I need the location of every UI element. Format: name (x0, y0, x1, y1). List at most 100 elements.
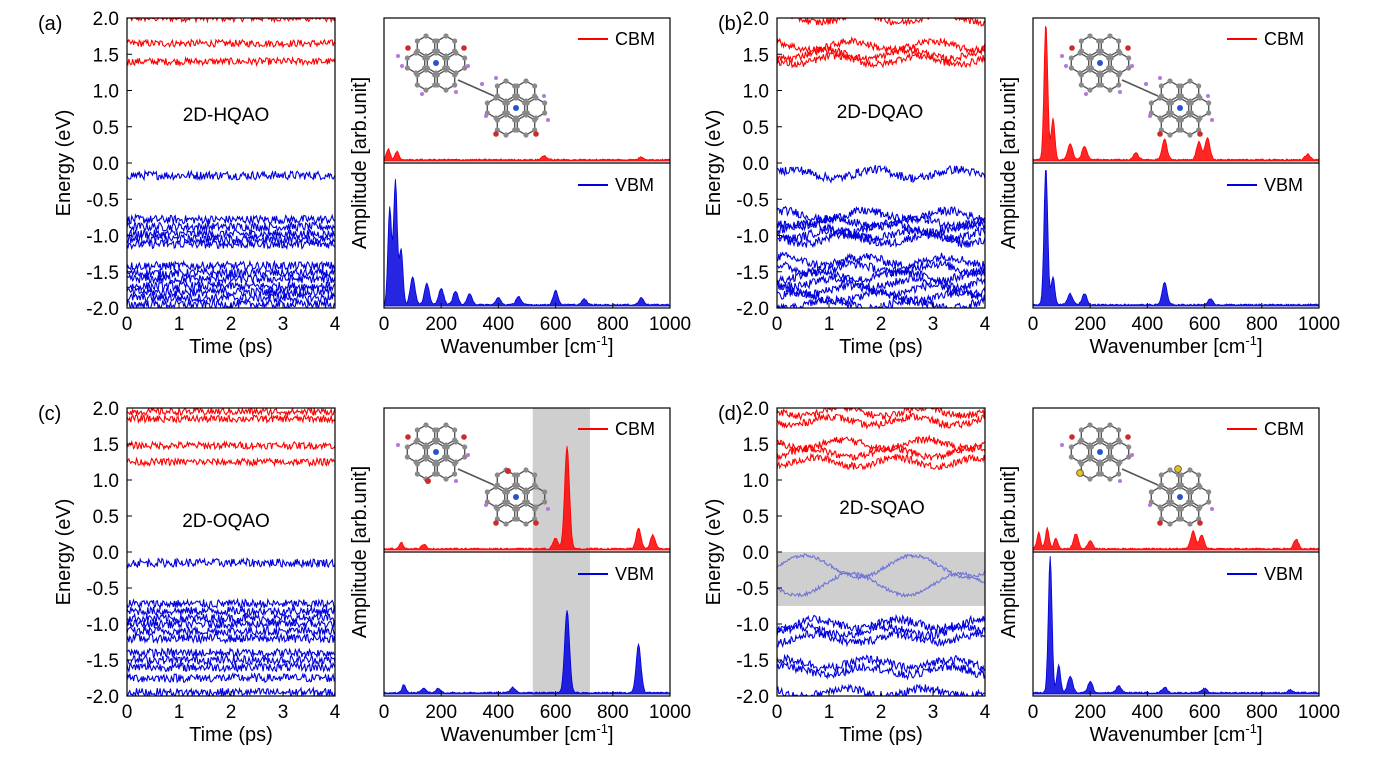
atom (1107, 33, 1113, 39)
x-tick-label: 800 (597, 702, 629, 723)
x-axis-label: Wavenumber [cm-1] (440, 721, 613, 746)
atom-h (1060, 54, 1064, 58)
energy-plot: 2.0 1.5 1.0 0.5 0.0 -0.5 -1.0 -1.5 -2.00 1 2 3 4 Time… (53, 399, 341, 746)
atom (533, 484, 539, 490)
ring (416, 458, 436, 480)
y-tick-label: -1.5 (86, 263, 119, 284)
x-tick-label: 200 (425, 314, 457, 335)
atom (1098, 72, 1104, 78)
x-axis-label: Time (ps) (839, 336, 923, 358)
x-tick-label: 0 (122, 702, 133, 723)
atom (434, 461, 440, 467)
atom (1206, 110, 1212, 116)
ring (1160, 503, 1180, 525)
y-tick-label: 0.0 (743, 154, 769, 175)
trajectory-line (777, 434, 985, 454)
atom (413, 50, 419, 56)
atom-h (1060, 443, 1064, 447)
ring (416, 69, 436, 91)
x-tick-label: 0 (122, 314, 133, 335)
series-cbm-trajectories (127, 408, 335, 468)
atom (404, 65, 410, 71)
y-tick-label: 2.0 (93, 9, 119, 30)
x-tick-label: 200 (1074, 314, 1106, 335)
atom (524, 489, 530, 495)
atom (434, 72, 440, 78)
y-tick-label: 0.0 (93, 154, 119, 175)
atom-o (493, 520, 499, 526)
atom (443, 456, 449, 462)
atom (1068, 65, 1074, 71)
atom (1187, 112, 1193, 118)
ring (1150, 97, 1170, 119)
legend-label-vbm: VBM (615, 175, 654, 195)
x-tick-label: 600 (1189, 314, 1221, 335)
atom (1196, 506, 1202, 512)
ring (1080, 458, 1100, 480)
x-tick-label: 3 (278, 314, 289, 335)
series-vbm-trajectories (127, 557, 335, 696)
molecule-structure-icon (396, 422, 550, 527)
y-tick-label: -0.5 (736, 579, 769, 600)
ring (446, 441, 466, 463)
atom (1068, 55, 1074, 61)
ring (1110, 441, 1130, 463)
atom (1088, 55, 1094, 61)
y-tick-label: 0.5 (93, 118, 119, 139)
molecule-structure-icon (1060, 33, 1214, 138)
atom (404, 55, 410, 61)
x-tick-label: 3 (278, 702, 289, 723)
y-tick-label: -1.5 (86, 651, 119, 672)
ring (486, 97, 506, 119)
atom (494, 506, 500, 512)
spectrum-plot: CBM VBM 0 200 400 600 800 1000 Wavenumber [cm-1]… (349, 17, 691, 358)
atom (462, 444, 468, 450)
energy-plot: 2.0 1.5 1.0 0.5 0.0 -0.5 -1.0 -1.5 -2.00 1 2 3 4 Time… (703, 399, 991, 746)
trajectory-line (127, 238, 335, 251)
atom (462, 55, 468, 61)
y-tick-label: 1.0 (743, 82, 769, 103)
atom (423, 67, 429, 73)
atom-o (1069, 45, 1075, 51)
atom-h (494, 76, 498, 80)
bond-link (457, 79, 495, 97)
y-tick-label: -0.5 (736, 190, 769, 211)
y-axis-label: Energy (eV) (703, 499, 725, 606)
atom (1158, 83, 1164, 89)
ring (496, 114, 516, 136)
atom-h (484, 503, 488, 507)
atom-o (1157, 520, 1163, 526)
panel-d: (d) 2.01.51.00.50.0-0.5-1.0-1.5-2.00 1 2 3 4T… (703, 399, 1340, 746)
y-tick-label: -1.0 (736, 227, 769, 248)
trajectory-line (127, 605, 335, 617)
ring (1100, 69, 1120, 91)
atom (1167, 112, 1173, 118)
atom (484, 489, 490, 495)
material-name: 2D-SQAO (839, 498, 925, 519)
atom (503, 501, 509, 507)
ring (516, 469, 536, 491)
atom (452, 72, 458, 78)
atom (434, 82, 440, 88)
ring (1100, 458, 1120, 480)
y-tick-label: 0.0 (93, 543, 119, 564)
atom (542, 110, 548, 116)
x-tick-label: 600 (540, 314, 572, 335)
trajectory-line (777, 45, 985, 64)
x-tick-label: 2 (876, 702, 887, 723)
atom-h (466, 64, 470, 68)
material-name: 2D-DQAO (837, 102, 924, 123)
atom (453, 439, 459, 445)
trajectory-line (777, 411, 985, 430)
atom-n (433, 60, 439, 66)
atom-h (1130, 453, 1134, 457)
atom (1167, 467, 1173, 473)
atom (423, 456, 429, 462)
y-tick-label: 1.5 (743, 435, 769, 456)
ring (436, 424, 456, 446)
atom-s (1076, 469, 1084, 477)
ring (436, 458, 456, 480)
atom (503, 132, 509, 138)
atom (404, 444, 410, 450)
